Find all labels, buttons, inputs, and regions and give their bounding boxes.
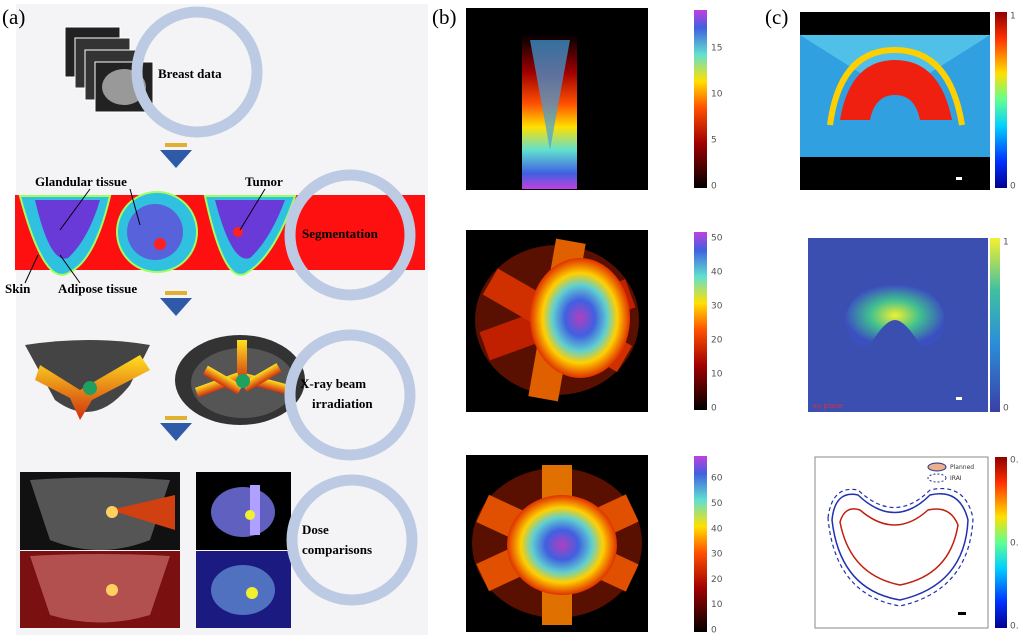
colorbar — [995, 457, 1007, 628]
colorbar-tick-label: 0 — [711, 626, 717, 635]
panel-label: (b) — [432, 5, 457, 29]
colorbar-tick-label: 60 — [711, 474, 723, 484]
colorbar — [694, 232, 707, 410]
colorbar-tick-label: 0.6 — [1010, 622, 1018, 632]
step-label: X-ray beam — [300, 376, 366, 391]
colorbar-tick-label: 20 — [711, 336, 723, 346]
panel-label: (a) — [2, 5, 25, 29]
colorbar-tick-label: 20 — [711, 575, 723, 585]
dose-map — [466, 455, 648, 632]
legend-label: Planned — [950, 464, 974, 471]
step-label: comparisons — [302, 542, 372, 557]
colorbar-tick-label: 0 — [1003, 404, 1009, 414]
figure: (a) Breast data Glandular tissue Tumor S… — [0, 0, 1018, 635]
annotation: Glandular tissue — [35, 174, 127, 189]
colorbar — [694, 10, 707, 188]
colorbar-tick-label: 15 — [711, 44, 722, 54]
colorbar — [995, 12, 1007, 188]
colorbar-tick-label: 10 — [711, 600, 723, 610]
colorbar — [990, 238, 1000, 412]
step-label: Dose — [302, 522, 329, 537]
dose-map — [466, 230, 648, 412]
colorbar-tick-label: 1 — [1010, 12, 1016, 22]
colorbar-tick-label: 0.7 — [1010, 539, 1018, 549]
dose-images — [20, 472, 291, 628]
colorbar-tick-label: 40 — [711, 524, 723, 534]
colorbar-tick-label: 30 — [711, 550, 723, 560]
colorbar-tick-label: 10 — [711, 370, 723, 380]
colorbar-tick-label: 1 — [1003, 238, 1009, 248]
colorbar-tick-label: 0 — [711, 404, 717, 414]
plane-label: xy plane — [813, 402, 843, 410]
colorbar — [694, 456, 707, 632]
colorbar-tick-label: 10 — [711, 90, 723, 100]
colorbar-tick-label: 0.8 — [1010, 456, 1018, 466]
step-label: Segmentation — [302, 226, 379, 241]
dose-map — [466, 8, 648, 190]
colorbar-tick-label: 5 — [711, 136, 717, 146]
colorbar-tick-label: 0 — [1010, 182, 1016, 192]
colorbar-tick-label: 0 — [711, 182, 717, 192]
panel-label: (c) — [765, 5, 788, 29]
dose-map — [800, 12, 990, 190]
annotation: Skin — [5, 281, 31, 296]
colorbar-tick-label: 40 — [711, 268, 723, 278]
step-label: Breast data — [158, 66, 222, 81]
colorbar-tick-label: 30 — [711, 302, 723, 312]
colorbar-tick-label: 50 — [711, 499, 723, 509]
legend-label: IRAI — [950, 475, 962, 482]
annotation: Tumor — [245, 174, 283, 189]
contour-plot — [815, 457, 988, 628]
annotation: Adipose tissue — [58, 281, 137, 296]
step-label: irradiation — [312, 396, 373, 411]
colorbar-tick-label: 50 — [711, 234, 723, 244]
dose-map — [808, 238, 988, 412]
